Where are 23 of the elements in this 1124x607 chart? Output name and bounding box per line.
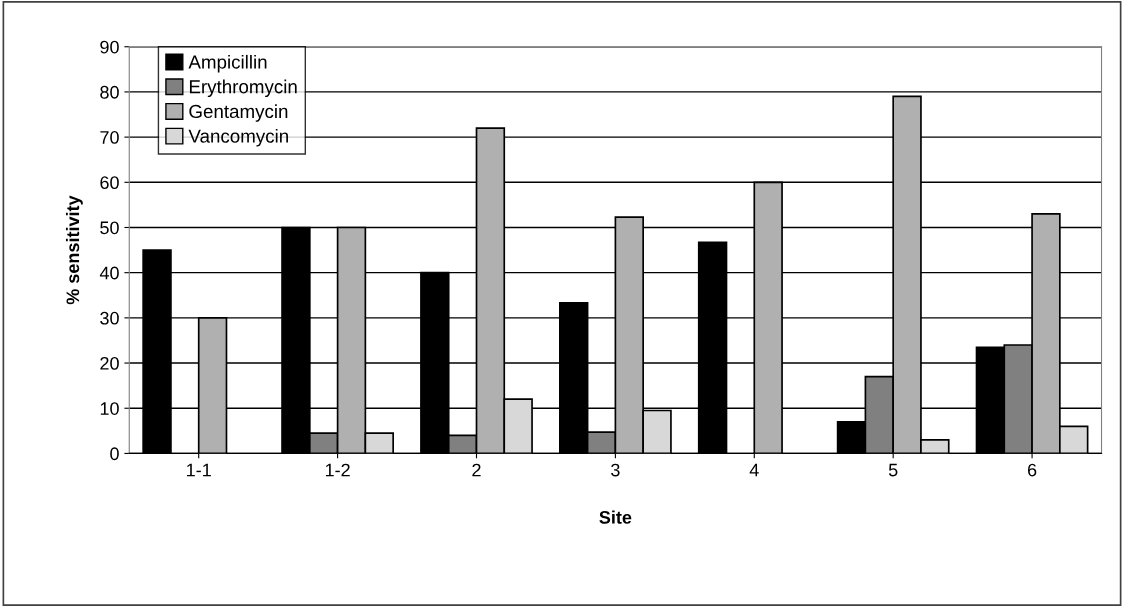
- legend-label: Erythromycin: [189, 79, 297, 98]
- legend-label: Ampicillin: [188, 54, 267, 73]
- legend-label: Vancomycin: [188, 129, 288, 147]
- legend-label: Gentamycin: [189, 104, 288, 122]
- y-tick-label: 40: [99, 266, 119, 280]
- x-tick-label: 4: [749, 463, 759, 477]
- x-tick-label: 1-1: [187, 463, 211, 477]
- y-tick-label: 30: [100, 311, 119, 325]
- y-tick-label: 90: [100, 40, 119, 54]
- y-tick-label: 60: [100, 176, 119, 190]
- x-tick-label: 1-2: [325, 463, 350, 477]
- y-axis-title: % sensitivity: [65, 195, 83, 305]
- x-tick-label: 5: [888, 463, 898, 477]
- y-tick-label: 0: [110, 447, 119, 461]
- x-tick-label: 2: [472, 463, 481, 477]
- x-axis-title: Site: [599, 510, 632, 524]
- x-tick-label: 6: [1027, 463, 1037, 477]
- y-tick-label: 10: [100, 402, 119, 415]
- x-tick-label: 3: [611, 463, 620, 477]
- y-tick-label: 50: [100, 221, 119, 235]
- y-tick-label: 70: [100, 131, 119, 144]
- y-tick-label: 20: [100, 356, 119, 370]
- y-tick-label: 80: [100, 85, 119, 99]
